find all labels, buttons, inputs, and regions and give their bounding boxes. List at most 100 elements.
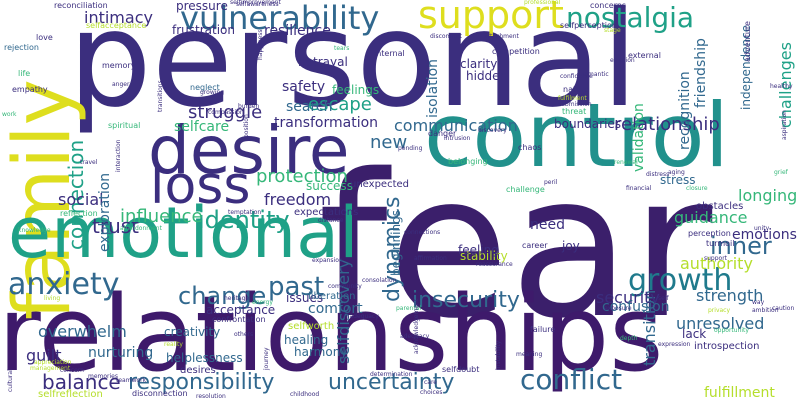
cloud-word: influence — [120, 206, 203, 227]
cloud-word: stage — [604, 27, 621, 34]
cloud-word: concerns — [590, 1, 627, 10]
cloud-word: new — [370, 132, 408, 153]
cloud-word: recognition — [677, 71, 693, 150]
cloud-word: tears — [334, 45, 350, 52]
cloud-word: disconnection — [132, 389, 188, 398]
cloud-word: management — [30, 365, 71, 372]
cloud-word: challenge — [506, 185, 545, 194]
cloud-word: boundaries — [554, 117, 622, 131]
cloud-word: transformation — [274, 115, 379, 131]
cloud-word: confidence — [560, 73, 593, 80]
cloud-word: search — [286, 99, 333, 115]
cloud-word: caution — [772, 305, 795, 312]
cloud-word: protection — [256, 166, 348, 187]
cloud-word: memories — [88, 373, 119, 380]
cloud-word: belonging — [448, 157, 488, 166]
cloud-word: escape — [308, 94, 372, 115]
cloud-word: emotion — [610, 57, 635, 64]
cloud-word: ambition — [752, 307, 779, 314]
cloud-word: work — [2, 111, 17, 118]
cloud-word: vulnerability — [180, 0, 380, 37]
cloud-word: adequacy — [400, 333, 430, 340]
cloud-word: love — [36, 33, 53, 42]
cloud-word: aspiration — [781, 110, 788, 140]
cloud-word: freedom — [264, 190, 332, 209]
cloud-word: friendship — [693, 38, 709, 108]
cloud-word: betrayal — [298, 55, 348, 69]
cloud-word: aging — [668, 169, 685, 176]
cloud-word: way — [752, 299, 765, 306]
cloud-word: distress — [646, 171, 670, 178]
cloud-word: romantic — [582, 71, 609, 78]
cloud-word: perception — [688, 229, 731, 238]
cloud-word: travel — [80, 159, 98, 166]
cloud-word: issues — [286, 291, 324, 305]
cloud-word: growing — [200, 89, 224, 96]
cloud-word: energy — [252, 299, 273, 306]
cloud-word: hidden — [466, 69, 508, 83]
cloud-word: privacy — [708, 307, 731, 314]
cloud-word: unexpected — [350, 179, 409, 190]
cloud-word: professional — [524, 0, 561, 6]
cloud-word: creativity — [164, 325, 221, 339]
cloud-word: emotions — [732, 227, 797, 243]
cloud-word: renewal — [614, 159, 638, 166]
cloud-word: helplessness — [166, 351, 243, 365]
cloud-word: liberation — [308, 291, 356, 302]
cloud-word: abandonment — [120, 225, 162, 232]
cloud-word: selfdoubt — [442, 365, 480, 374]
cloud-word: opportunity — [714, 327, 749, 334]
cloud-word: strength — [696, 286, 764, 305]
cloud-word: selfimprovement — [230, 0, 281, 6]
cloud-word: inner — [710, 232, 772, 260]
cloud-word: reality — [164, 341, 183, 348]
cloud-word: social — [58, 190, 104, 209]
cloud-word: acceptance — [206, 303, 276, 317]
cloud-word: comfort — [308, 301, 363, 317]
cloud-word: anxiety — [8, 267, 120, 302]
cloud-word: heritage — [224, 295, 250, 302]
cloud-word: grief — [774, 169, 788, 176]
cloud-word: obstacles — [696, 201, 744, 212]
cloud-word: selfacceptance — [86, 21, 147, 30]
cloud-word: submission — [558, 101, 592, 108]
cloud-word: acknowledgement — [413, 298, 420, 354]
cloud-word: confrontation — [212, 315, 266, 324]
cloud-word: confusion — [602, 299, 670, 315]
cloud-word: distance — [318, 217, 344, 224]
cloud-word: turmoil — [706, 239, 735, 248]
cloud-word: feelings — [332, 83, 380, 97]
cloud-word: expectations — [294, 207, 359, 218]
cloud-word: internal — [374, 49, 405, 58]
cloud-word: frustration — [172, 23, 235, 37]
cloud-word: trust — [92, 214, 140, 238]
cloud-word: financial — [626, 185, 652, 192]
cloud-word: exposure — [604, 305, 632, 312]
cloud-word: empathy — [12, 85, 48, 94]
cloud-word: community — [328, 283, 362, 290]
cloud-word: fulfillment — [704, 385, 775, 400]
cloud-word: harmony — [294, 345, 348, 359]
cloud-word: intrusion — [444, 135, 471, 142]
cloud-word: feeling — [458, 243, 499, 257]
cloud-word: neglect — [190, 83, 220, 92]
cloud-word: beginnings — [389, 210, 403, 276]
cloud-word: depth — [620, 335, 638, 342]
cloud-word: meaning — [516, 351, 543, 358]
cloud-word: nostalgia — [566, 1, 695, 34]
cloud-word: childhood — [290, 391, 320, 398]
cloud-word: living — [44, 295, 61, 302]
cloud-word: expansion — [312, 257, 343, 264]
cloud-word: success — [306, 179, 353, 193]
cloud-word: loss — [150, 156, 251, 216]
cloud-word: spiritual — [108, 121, 141, 130]
cloud-word: safety — [282, 79, 326, 95]
cloud-word: reassurance — [476, 261, 513, 268]
cloud-word: selfworth — [288, 321, 335, 332]
cloud-word: change — [178, 282, 267, 310]
cloud-word: external — [628, 51, 661, 60]
cloud-word: failure — [530, 325, 556, 334]
cloud-word: unity — [754, 225, 770, 232]
cloud-word: memory — [102, 61, 136, 70]
cloud-word: career — [522, 241, 548, 250]
